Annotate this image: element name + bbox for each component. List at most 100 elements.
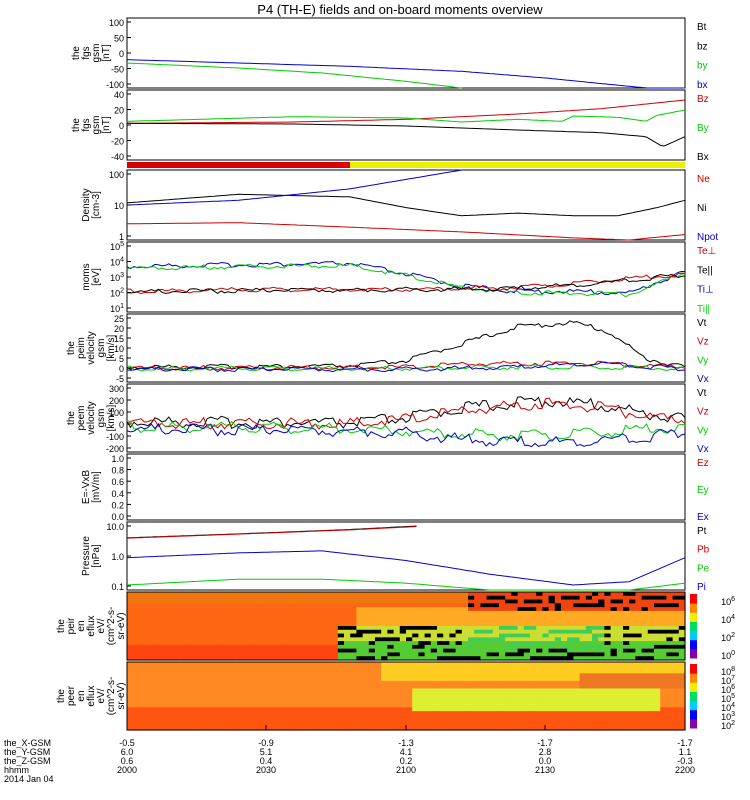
spectrogram-cell: [176, 726, 184, 731]
spectrogram-cell: [381, 626, 388, 631]
spectrogram-cell: [201, 692, 209, 697]
spectrogram-cell: [474, 680, 481, 686]
spectrogram-cell: [654, 610, 661, 616]
spectrogram-cell: [523, 599, 531, 604]
spectrogram-cell: [238, 656, 246, 661]
spectrogram-cell: [325, 648, 333, 654]
spectrogram-cell: [616, 641, 624, 646]
spectrogram-cell: [263, 699, 271, 705]
spectrogram-cell: [666, 641, 674, 646]
spectrogram-cell: [313, 644, 320, 650]
spectrogram-cell: [319, 711, 326, 716]
spectrogram-cell: [517, 722, 525, 727]
spectrogram-cell: [282, 603, 289, 608]
spectrogram-cell: [499, 669, 506, 674]
spectrogram-cell: [641, 680, 649, 686]
spectrogram-cell: [517, 662, 525, 667]
spectrogram-cell: [344, 665, 351, 671]
spectrogram-cell: [430, 618, 438, 623]
spectrogram-cell: [610, 641, 618, 646]
spectrogram-cell: [337, 633, 345, 638]
spectrogram-cell: [220, 652, 227, 657]
spectrogram-cell: [610, 629, 618, 635]
spectrogram-cell: [344, 703, 351, 708]
spectrogram-cell: [486, 684, 494, 690]
spectrogram-cell: [201, 644, 209, 650]
spectrogram-cell: [257, 644, 264, 650]
spectrogram-cell: [474, 595, 481, 601]
spectrogram-cell: [139, 652, 147, 657]
spectrogram-cell: [145, 603, 153, 608]
spectrogram-cell: [238, 673, 246, 678]
spectrogram-cell: [288, 662, 295, 667]
spectrogram-cell: [375, 665, 382, 671]
spectrogram-cell: [623, 722, 630, 727]
spectrogram-cell: [660, 726, 667, 731]
spectrogram-cell: [393, 669, 401, 674]
spectrogram-cell: [282, 614, 289, 620]
spectrogram-cell: [368, 718, 376, 724]
spectrogram-cell: [616, 696, 624, 701]
spectrogram-cell: [523, 626, 531, 631]
spectrogram-cell: [523, 637, 531, 642]
spectrogram-cell: [288, 656, 295, 661]
spectrogram-cell: [610, 618, 618, 623]
spectrogram-cell: [542, 603, 550, 608]
spectrogram-cell: [660, 707, 667, 712]
spectrogram-cell: [468, 692, 475, 697]
spectrogram-cell: [455, 726, 463, 731]
spectrogram-cell: [629, 711, 636, 716]
spectrogram-cell: [604, 707, 612, 712]
spectrogram-cell: [499, 714, 506, 720]
spectrogram-cell: [585, 722, 593, 727]
spectrogram-cell: [480, 637, 488, 642]
spectrogram-cell: [263, 595, 271, 601]
spectrogram-cell: [424, 699, 432, 705]
spectrogram-cell: [517, 595, 525, 601]
spectrogram-cell: [430, 614, 438, 620]
spectrogram-cell: [480, 652, 488, 657]
spectrogram-cell: [238, 707, 246, 712]
spectrogram-cell: [443, 644, 450, 650]
spectrogram-cell: [189, 703, 196, 708]
spectrogram-cell: [530, 703, 537, 708]
spectrogram-cell: [647, 637, 655, 642]
spectrogram-cell: [486, 618, 494, 623]
spectrogram-cell: [406, 656, 413, 661]
legend-entry: Ne: [697, 174, 710, 185]
spectrogram-cell: [294, 614, 302, 620]
spectrogram-cell: [313, 607, 320, 612]
spectrogram-cell: [158, 722, 165, 727]
spectrogram-cell: [381, 618, 388, 623]
spectrogram-cell: [182, 648, 190, 654]
spectrogram-cell: [635, 711, 643, 716]
spectrogram-cell: [592, 633, 599, 638]
spectrogram-cell: [387, 726, 395, 731]
spectrogram-cell: [604, 711, 612, 716]
spectrogram-cell: [331, 665, 339, 671]
spectrogram-cell: [567, 669, 574, 674]
spectrogram-cell: [151, 618, 159, 623]
spectrogram-cell: [195, 648, 202, 654]
spectrogram-cell: [306, 592, 314, 597]
spectrogram-cell: [170, 669, 178, 674]
spectrogram-cell: [288, 629, 295, 635]
spectrogram-cell: [399, 669, 407, 674]
spectrogram-cell: [430, 699, 438, 705]
spectrogram-cell: [269, 629, 277, 635]
spectrogram-cell: [368, 595, 376, 601]
spectrogram-cell: [313, 603, 320, 608]
spectrogram-cell: [282, 707, 289, 712]
spectrogram-cell: [139, 711, 147, 716]
spectrogram-cell: [158, 714, 165, 720]
spectrogram-cell: [257, 622, 264, 627]
spectrogram-cell: [641, 726, 649, 731]
spectrogram-cell: [573, 629, 581, 635]
spectrogram-cell: [313, 626, 320, 631]
spectrogram-cell: [220, 726, 227, 731]
spectrogram-cell: [350, 711, 357, 716]
spectrogram-cell: [443, 592, 450, 597]
spectrogram-cell: [523, 662, 531, 667]
spectrogram-cell: [548, 607, 556, 612]
spectrogram-cell: [443, 711, 450, 716]
